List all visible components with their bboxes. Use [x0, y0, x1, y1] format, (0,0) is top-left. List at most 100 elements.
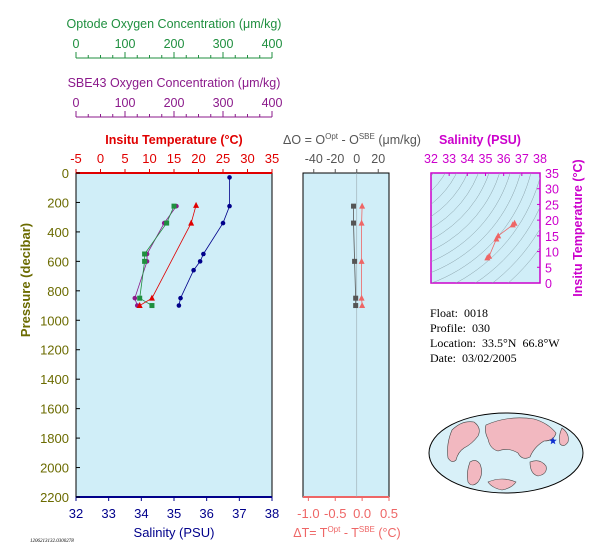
pressure-tick-label: 2000	[40, 461, 69, 476]
map-landmass	[559, 427, 569, 446]
optode-oxygen-point	[149, 303, 155, 309]
delta-t-point	[359, 302, 366, 309]
delta-t-point	[358, 294, 365, 301]
ts-salinity-tick-label: 38	[533, 152, 547, 166]
ts-salinity-tick-label: 37	[515, 152, 529, 166]
delta-o-point	[351, 220, 357, 226]
pressure-tick-label: 2200	[40, 490, 69, 505]
salinity-tick-label: 38	[265, 506, 279, 521]
date-text: Date: 03/02/2005	[430, 351, 517, 365]
difference-plot-area	[302, 172, 390, 498]
float-location-star-icon	[549, 437, 557, 445]
temperature-point	[188, 219, 195, 226]
temperature-tick-label: 0	[97, 151, 104, 166]
ts-salinity-tick-label: 33	[442, 152, 456, 166]
sbe43-axis-title: SBE43 Oxygen Concentration (μm/kg)	[68, 76, 281, 90]
delta-o-axis-title: ΔO = OOpt - OSBE (μm/kg)	[283, 132, 421, 147]
sbe43-tick-label: 300	[213, 96, 234, 110]
delta-o-tick-label: 20	[371, 152, 385, 166]
salinity-point	[227, 175, 232, 180]
salinity-point	[178, 295, 183, 301]
temperature-tick-label: 10	[142, 151, 156, 166]
ts-temperature-title: Insitu Temperature (°C)	[571, 159, 585, 296]
temperature-tick-label: 5	[121, 151, 128, 166]
map-landmass	[447, 421, 480, 462]
optode-tick-label: 300	[213, 37, 234, 51]
delta-o-tick-label: -20	[326, 152, 344, 166]
delta-t-point	[358, 219, 365, 226]
ts-salinity-tick-label: 36	[497, 152, 511, 166]
temperature-axis-title: Insitu Temperature (°C)	[105, 133, 242, 147]
pressure-tick-label: 1200	[40, 343, 69, 358]
ts-temperature-tick-label: 10	[545, 246, 559, 260]
map-landmass	[467, 460, 482, 486]
ts-salinity-tick-label: 34	[460, 152, 474, 166]
temperature-point	[148, 294, 155, 301]
map-landmass	[487, 478, 517, 491]
pressure-tick-label: 1400	[40, 372, 69, 387]
pressure-tick-label: 200	[47, 195, 69, 210]
delta-t-point	[359, 202, 366, 209]
salinity-tick-label: 33	[101, 506, 115, 521]
temperature-tick-label: 35	[265, 151, 279, 166]
optode-oxygen-point	[171, 203, 177, 209]
float-number: Float: 0018	[430, 306, 489, 320]
salinity-point	[201, 251, 206, 257]
salinity-axis-title: Salinity (PSU)	[134, 525, 215, 540]
ts-temperature-tick-label: 5	[545, 261, 552, 275]
salinity-tick-label: 32	[69, 506, 83, 521]
temperature-point	[193, 201, 200, 208]
sbe43-oxygen-point	[132, 295, 138, 301]
pressure-axis-title: Pressure (decibar)	[18, 223, 33, 337]
pressure-tick-label: 600	[47, 254, 69, 269]
ts-temperature-tick-label: 0	[545, 277, 552, 291]
footer-id: 1206213132.0300278	[30, 539, 74, 544]
world-map	[428, 412, 584, 494]
ts-salinity-tick-label: 32	[424, 152, 438, 166]
optode-tick-label: 0	[73, 37, 80, 51]
optode-tick-label: 200	[164, 37, 185, 51]
optode-tick-label: 400	[262, 37, 283, 51]
pressure-tick-label: 0	[62, 166, 69, 181]
temperature-tick-label: 25	[216, 151, 230, 166]
ts-salinity-title: Salinity (PSU)	[439, 133, 521, 147]
salinity-point	[220, 220, 226, 226]
ts-temperature-tick-label: 20	[545, 214, 559, 228]
profile-plot-area	[75, 172, 273, 498]
location-text: Location: 33.5°N 66.8°W	[430, 336, 560, 350]
delta-o-point	[352, 258, 358, 264]
ts-temperature-tick-label: 35	[545, 167, 559, 181]
ts-point	[484, 254, 491, 261]
salinity-point	[191, 267, 196, 273]
delta-o-tick-label: -40	[305, 152, 323, 166]
delta-o-point	[353, 295, 359, 301]
sbe43-tick-label: 0	[73, 96, 80, 110]
delta-o-tick-label: 0	[353, 152, 360, 166]
optode-oxygen-point	[142, 251, 148, 257]
profile-number: Profile: 030	[430, 321, 490, 335]
optode-axis-title: Optode Oxygen Concentration (μm/kg)	[67, 17, 282, 31]
salinity-line	[178, 177, 230, 306]
delta-t-tick-label: -0.5	[324, 506, 346, 521]
optode-oxygen-point	[164, 220, 170, 226]
temperature-tick-label: 30	[240, 151, 254, 166]
delta-t-point	[358, 257, 365, 264]
temperature-point	[136, 302, 143, 309]
sbe43-tick-label: 400	[262, 96, 283, 110]
salinity-point	[197, 259, 203, 264]
salinity-point	[227, 203, 232, 209]
optode-oxygen-point	[137, 295, 143, 301]
delta-o-point	[351, 203, 357, 209]
pressure-tick-label: 1600	[40, 402, 69, 417]
ts-temperature-tick-label: 30	[545, 183, 559, 197]
map-landmass	[529, 460, 547, 477]
float-info: Float: 0018 Profile: 030 Location: 33.5°…	[430, 306, 560, 366]
pressure-tick-label: 1000	[40, 313, 69, 328]
delta-t-tick-label: -1.0	[297, 506, 319, 521]
ts-temperature-tick-label: 15	[545, 230, 559, 244]
pressure-tick-label: 1800	[40, 431, 69, 446]
pressure-tick-label: 800	[47, 284, 69, 299]
delta-t-tick-label: 0.0	[353, 506, 371, 521]
ts-plot-area	[430, 172, 541, 284]
